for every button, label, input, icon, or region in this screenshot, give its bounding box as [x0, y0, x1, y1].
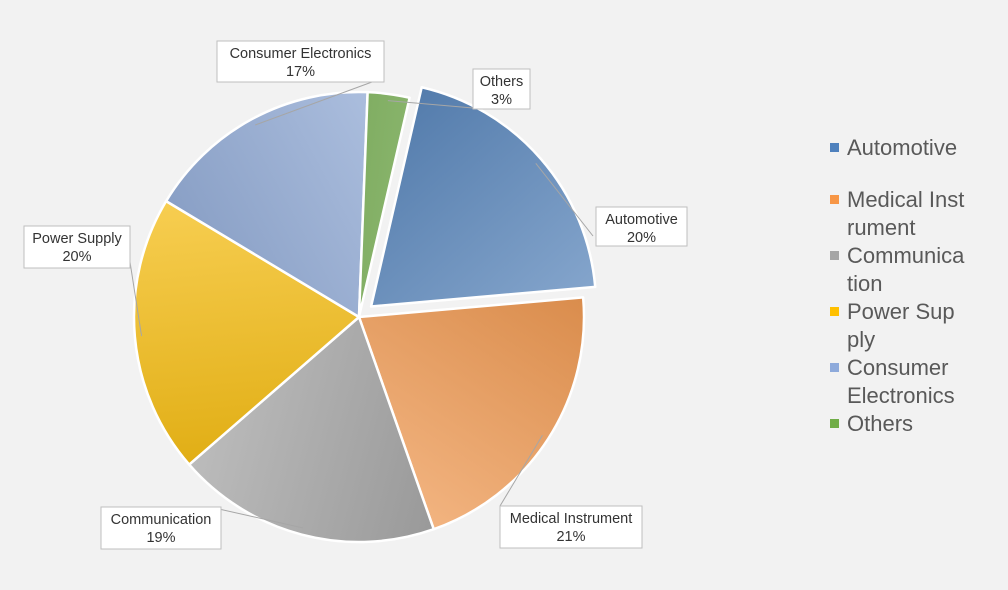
pie-slice-communication [187, 315, 435, 544]
legend-label-power-supply: Power Supply [847, 299, 955, 352]
pie-slice-automotive [369, 86, 597, 308]
data-label-category-consumer-electronics: Consumer Electronics [230, 46, 372, 62]
data-label-consumer-electronics: Consumer Electronics 17% [216, 40, 385, 83]
legend-label-medical-instrument: Medical Instrument [847, 187, 965, 240]
legend-item-others: Others [830, 410, 1000, 438]
legend-item-medical-instrument: Medical Instrument [830, 186, 1000, 242]
data-label-value-consumer-electronics: 17% [286, 64, 315, 80]
data-label-value-automotive: 20% [627, 230, 656, 246]
legend-swatch-communication [830, 251, 839, 260]
data-label-value-medical-instrument: 21% [556, 529, 585, 545]
data-label-power-supply: Power Supply 20% [23, 225, 131, 269]
legend-swatch-medical-instrument [830, 195, 839, 204]
leader-line-power-supply [129, 261, 143, 337]
data-label-value-power-supply: 20% [62, 249, 91, 265]
data-label-box-communication [100, 506, 222, 550]
pie-slice-others [357, 90, 411, 319]
leader-line-others [387, 100, 474, 109]
legend-swatch-power-supply [830, 307, 839, 316]
data-label-category-power-supply: Power Supply [32, 231, 122, 247]
pie-slice-medical-instrument [357, 296, 586, 531]
data-label-box-consumer-electronics [216, 40, 385, 83]
legend-swatch-consumer-electronics [830, 363, 839, 372]
legend-label-consumer-electronics: Consumer Electronics [847, 355, 955, 408]
leader-line-communication [209, 506, 304, 529]
leader-line-automotive [535, 163, 594, 237]
data-label-others: Others 3% [472, 68, 531, 110]
legend-label-others: Others [847, 411, 914, 436]
leader-line-consumer-electronics [255, 81, 373, 126]
data-label-box-automotive [595, 206, 688, 247]
data-label-value-communication: 19% [146, 530, 175, 546]
legend-swatch-others [830, 419, 839, 428]
leader-lines [129, 81, 594, 529]
data-labels: Automotive 20% Medical Instrument 21% Commun… [23, 40, 688, 550]
legend-label-communication: Communication [847, 243, 965, 296]
data-label-value-others: 3% [491, 92, 512, 108]
data-label-box-power-supply [23, 225, 131, 269]
slices-layer [132, 86, 597, 544]
data-label-category-automotive: Automotive [605, 212, 678, 228]
legend-item-consumer-electronics: Consumer Electronics [830, 354, 1000, 410]
legend-item-communication: Communication [830, 242, 1000, 298]
legend: Automotive Medical Instrument Communicat… [830, 134, 1000, 438]
legend-item-automotive: Automotive [830, 134, 1000, 162]
data-label-box-medical-instrument [499, 505, 643, 549]
leader-line-medical-instrument [499, 434, 543, 507]
data-label-category-communication: Communication [111, 512, 212, 528]
data-label-box-others [472, 68, 531, 110]
data-label-category-medical-instrument: Medical Instrument [510, 511, 633, 527]
data-label-category-others: Others [480, 74, 524, 90]
data-label-communication: Communication 19% [100, 506, 222, 550]
legend-item-power-supply: Power Supply [830, 298, 1000, 354]
pie-slice-power-supply [132, 199, 361, 466]
data-label-automotive: Automotive 20% [595, 206, 688, 247]
legend-swatch-automotive [830, 143, 839, 152]
data-label-medical-instrument: Medical Instrument 21% [499, 505, 643, 549]
legend-label-automotive: Automotive [847, 135, 958, 160]
